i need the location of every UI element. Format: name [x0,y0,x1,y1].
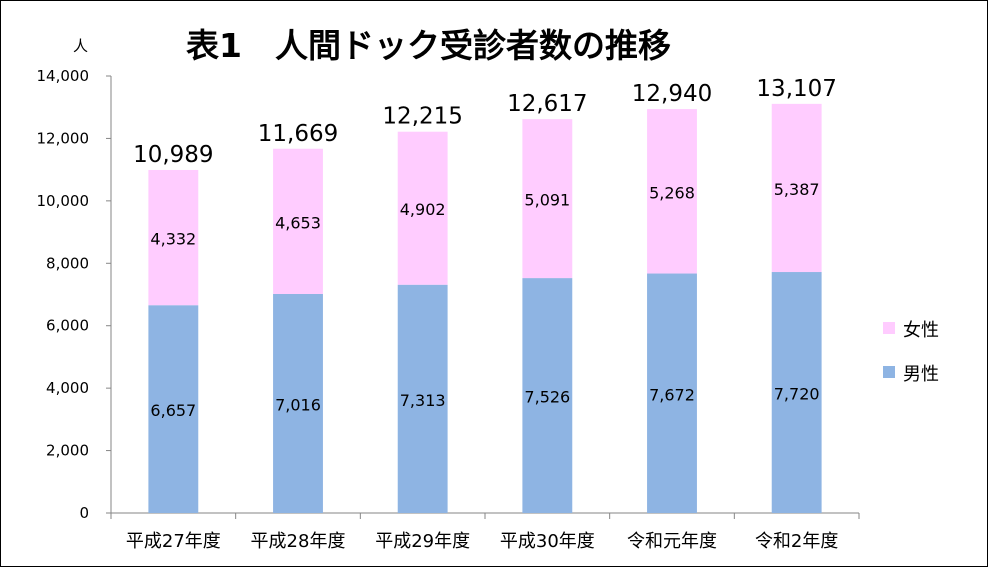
total-value-label: 10,989 [133,142,213,168]
bar-segment [647,109,697,274]
legend-swatch [883,366,895,378]
segment-value-label: 5,268 [649,183,695,202]
segment-value-label: 7,016 [275,396,321,415]
legend-swatch [883,322,895,334]
segment-value-label: 7,672 [649,385,695,404]
total-value-label: 12,617 [507,91,587,117]
x-category-label: 平成30年度 [500,531,595,552]
bar-segment [522,119,573,279]
bar-segment [273,148,323,295]
bar-segment [771,103,822,273]
x-category-label: 平成29年度 [375,531,470,552]
segment-value-label: 5,387 [774,180,820,199]
legend-label: 男性 [903,364,939,385]
segment-value-label: 7,313 [400,391,446,410]
total-value-label: 12,940 [632,81,712,107]
segment-value-label: 5,091 [524,191,570,210]
bar-segment [148,305,199,513]
y-axis-unit-label: 人 [73,37,88,55]
bar-segment [522,278,573,513]
segment-value-label: 4,902 [400,200,446,219]
bar-segment [397,131,448,285]
y-tick-label: 12,000 [37,129,90,147]
segment-value-label: 6,657 [150,401,196,420]
segment-value-label: 4,653 [275,213,321,232]
bar-segment [273,294,323,513]
y-tick-label: 8,000 [46,254,89,272]
total-value-label: 12,215 [382,104,462,130]
segment-value-label: 7,526 [524,388,570,407]
x-category-label: 平成27年度 [126,531,221,552]
y-tick-label: 10,000 [37,192,90,210]
segment-value-label: 7,720 [774,385,820,404]
chart-title: 表1 人間ドック受診者数の推移 [186,26,671,65]
bars: 6,657 4,332 10,989 7,016 4,653 11,669 7,313 4,9… [133,76,837,513]
x-category-label: 令和2年度 [755,531,838,552]
bar-segment [647,273,697,513]
y-tick-label: 4,000 [46,379,89,397]
total-value-label: 11,669 [258,121,338,147]
y-tick-label: 14,000 [37,67,90,85]
y-tick-label: 2,000 [46,442,89,460]
bar-segment [397,284,448,513]
segment-value-label: 4,332 [150,230,196,249]
axes: 0 2,000 4,000 6,000 8,000 10,000 12,000 14,000 平… [37,67,860,552]
bar-segment [148,169,199,306]
x-category-label: 平成28年度 [251,531,346,552]
y-tick-label: 6,000 [46,317,89,335]
legend-label: 女性 [903,320,939,341]
x-category-label: 令和元年度 [627,531,717,552]
y-tick-label: 0 [79,504,89,522]
total-value-label: 13,107 [756,76,836,102]
bar-segment [771,272,822,513]
